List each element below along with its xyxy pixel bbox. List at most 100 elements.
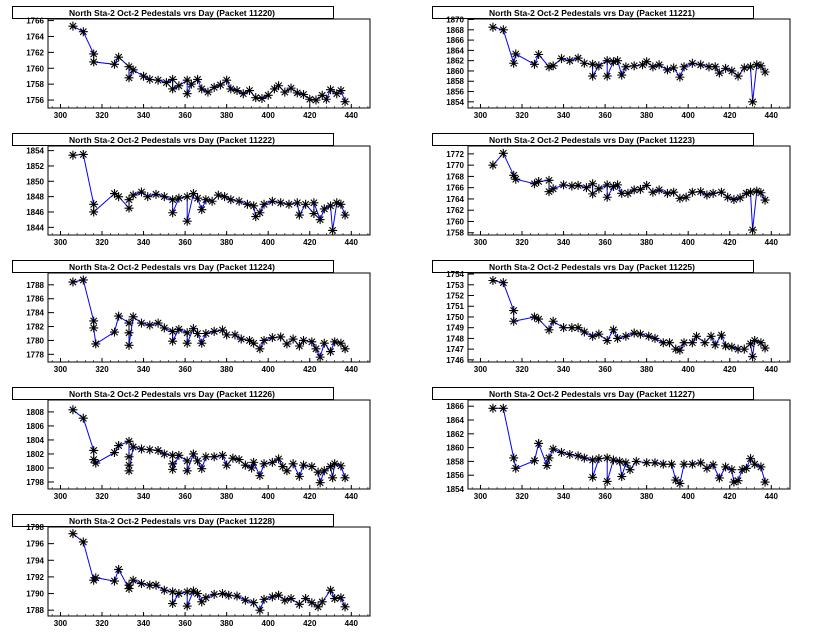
data-point-star xyxy=(315,215,325,225)
data-point-star xyxy=(608,182,618,192)
plot-panel: North Sta-2 Oct-2 Pedestals vrs Day (Pac… xyxy=(12,6,371,120)
data-point-star xyxy=(197,84,207,94)
x-tick-label: 300 xyxy=(474,492,488,501)
data-point-star xyxy=(602,180,612,190)
data-point-star xyxy=(168,459,178,469)
data-point-star xyxy=(544,187,554,197)
x-tick-label: 420 xyxy=(303,619,317,628)
x-tick-label: 340 xyxy=(137,365,151,374)
data-point-star xyxy=(336,461,346,471)
data-point-star xyxy=(267,592,277,602)
data-point-star xyxy=(579,453,589,463)
data-point-star xyxy=(340,473,350,483)
data-point-star xyxy=(710,340,720,350)
x-tick-label: 340 xyxy=(137,111,151,120)
data-point-star xyxy=(544,175,554,185)
data-point-star xyxy=(565,450,575,460)
data-point-star xyxy=(635,184,645,194)
x-tick-label: 440 xyxy=(345,365,359,374)
data-point-star xyxy=(567,323,577,333)
data-point-star xyxy=(756,462,766,472)
y-tick-label: 1856 xyxy=(446,471,464,480)
data-point-star xyxy=(197,338,207,348)
x-tick-label: 380 xyxy=(220,111,234,120)
x-tick-label: 380 xyxy=(220,365,234,374)
data-point-star xyxy=(700,338,710,348)
data-point-star xyxy=(236,334,246,344)
data-point-star xyxy=(544,325,554,335)
data-point-star xyxy=(567,181,577,191)
x-tick-label: 320 xyxy=(515,365,529,374)
data-point-star xyxy=(509,58,519,68)
data-point-star xyxy=(188,189,198,199)
y-tick-label: 1854 xyxy=(446,98,464,107)
data-point-star xyxy=(124,318,134,328)
data-point-star xyxy=(760,195,770,205)
y-tick-label: 1862 xyxy=(446,57,464,66)
data-point-star xyxy=(741,463,751,473)
data-point-star xyxy=(251,212,261,222)
x-tick-label: 400 xyxy=(262,111,276,120)
data-point-star xyxy=(249,457,259,467)
x-tick-label: 420 xyxy=(723,492,737,501)
data-point-star xyxy=(259,199,269,209)
data-point-star xyxy=(294,210,304,220)
data-point-star xyxy=(594,454,604,464)
y-tick-label: 1798 xyxy=(26,523,44,532)
y-tick-label: 1758 xyxy=(26,80,44,89)
data-point-star xyxy=(153,445,163,455)
data-point-star xyxy=(313,467,323,477)
data-point-star xyxy=(748,352,758,362)
data-point-star xyxy=(330,459,340,469)
data-point-star xyxy=(128,575,138,585)
data-point-star xyxy=(109,189,119,199)
data-point-star xyxy=(309,198,319,208)
x-tick-label: 360 xyxy=(178,238,192,247)
y-tick-label: 1866 xyxy=(446,402,464,411)
data-point-star xyxy=(249,201,259,211)
x-tick-label: 360 xyxy=(178,492,192,501)
data-point-star xyxy=(267,333,277,343)
y-tick-label: 1864 xyxy=(446,416,464,425)
x-tick-label: 440 xyxy=(765,492,779,501)
data-point-star xyxy=(145,445,155,455)
data-point-star xyxy=(174,81,184,91)
data-point-star xyxy=(251,93,261,103)
y-tick-label: 1864 xyxy=(446,46,464,55)
data-point-star xyxy=(319,338,329,348)
data-point-star xyxy=(588,472,598,482)
data-point-star xyxy=(307,598,317,608)
data-point-star xyxy=(336,593,346,603)
y-tick-label: 1862 xyxy=(446,430,464,439)
y-tick-label: 1754 xyxy=(446,270,464,279)
data-point-star xyxy=(687,338,697,348)
data-point-star xyxy=(573,451,583,461)
y-tick-label: 1790 xyxy=(26,590,44,599)
data-point-star xyxy=(746,454,756,464)
data-point-star xyxy=(548,316,558,326)
x-tick-label: 320 xyxy=(515,492,529,501)
data-point-star xyxy=(109,59,119,69)
data-point-star xyxy=(702,463,712,473)
data-point-star xyxy=(739,63,749,73)
x-tick-label: 440 xyxy=(765,111,779,120)
data-point-star xyxy=(213,190,223,200)
data-point-star xyxy=(89,323,99,333)
y-tick-label: 1870 xyxy=(446,16,464,25)
data-point-star xyxy=(201,195,211,205)
data-point-star xyxy=(280,595,290,605)
data-point-star xyxy=(153,75,163,85)
y-tick-label: 1770 xyxy=(446,161,464,170)
data-point-star xyxy=(625,465,635,475)
y-tick-label: 1760 xyxy=(26,64,44,73)
x-tick-label: 340 xyxy=(137,492,151,501)
data-point-star xyxy=(706,331,716,341)
y-tick-label: 1753 xyxy=(446,281,464,290)
plot-panel: North Sta-2 Oct-2 Pedestals vrs Day (Pac… xyxy=(432,6,791,120)
y-tick-label: 1846 xyxy=(26,208,44,217)
data-point-star xyxy=(124,73,134,83)
y-tick-label: 1758 xyxy=(446,229,464,238)
y-tick-label: 1788 xyxy=(26,606,44,615)
data-point-star xyxy=(259,594,269,604)
data-point-star xyxy=(151,189,161,199)
